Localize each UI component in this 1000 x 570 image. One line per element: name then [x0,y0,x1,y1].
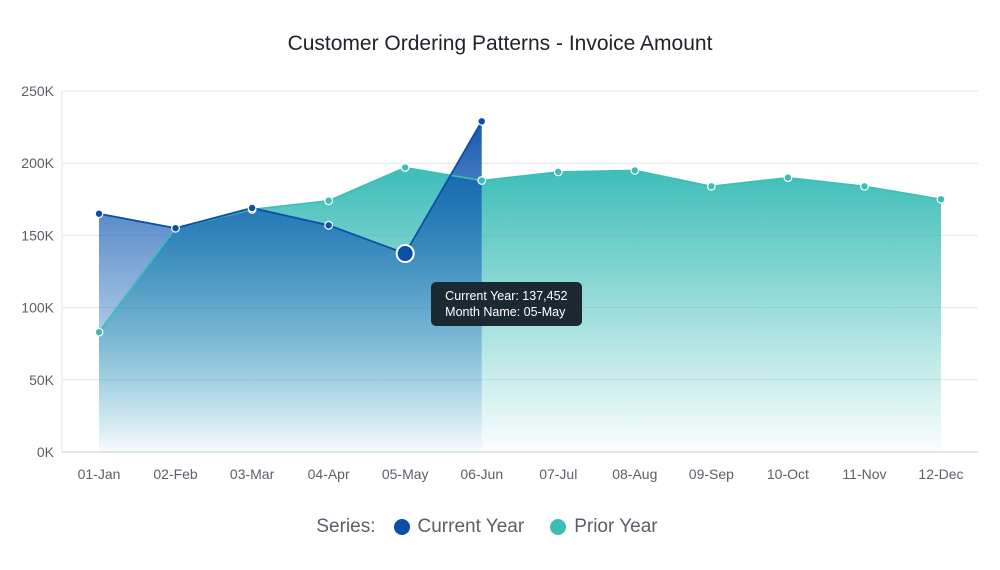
line-layer [98,120,942,333]
y-tick-label: 250K [21,83,54,99]
point-current-year[interactable] [477,116,487,126]
point-current-year[interactable] [94,209,104,219]
x-tick-label: 09-Sep [689,466,734,482]
line-prior-year [98,166,942,333]
x-tick-label: 07-Jul [539,466,577,482]
point-prior-year[interactable] [706,181,716,191]
legend-label-current-year: Current Year [417,516,525,537]
x-tick-label: 08-Aug [612,466,657,482]
point-current-year[interactable] [324,220,334,230]
x-tick-label: 12-Dec [918,466,963,482]
point-prior-year[interactable] [936,194,946,204]
point-layer [94,116,946,337]
point-prior-year[interactable] [553,167,563,177]
x-tick-label: 06-Jun [460,466,503,482]
point-current-year[interactable] [247,203,257,213]
y-tick-label: 0K [37,444,55,460]
point-prior-year[interactable] [477,176,487,185]
point-prior-year[interactable] [324,196,334,206]
tooltip: Current Year: 137,452 Month Name: 05-May [431,281,582,326]
x-tick-label: 04-Apr [308,466,350,482]
legend-swatch-prior-year [550,519,567,535]
point-prior-year[interactable] [94,327,104,337]
chart-title: Customer Ordering Patterns - Invoice Amo… [287,32,713,55]
legend-swatch-current-year [393,519,410,535]
x-tick-label: 01-Jan [78,466,121,482]
y-tick-label: 100K [21,300,54,316]
line-current-year [98,120,483,255]
x-axis-ticks: 01-Jan 02-Feb 03-Mar 04-Apr 05-May 06-Jun 07-J… [78,466,964,482]
area-current-year [99,121,482,452]
x-tick-label: 05-May [382,466,429,482]
y-tick-label: 200K [21,155,54,171]
legend-label-prior-year: Prior Year [574,516,658,537]
y-axis-ticks: 0K 50K 100K 150K 200K 250K [21,83,54,460]
x-tick-label: 02-Feb [153,466,198,482]
legend-item-current-year[interactable]: Current Year [393,516,525,538]
tooltip-line-2: Month Name: 05-May [445,304,566,319]
point-prior-year[interactable] [400,163,410,172]
x-tick-label: 03-Mar [230,466,275,482]
point-prior-year[interactable] [783,173,793,183]
point-prior-year[interactable] [860,181,869,191]
x-tick-label: 11-Nov [842,466,886,482]
point-current-year[interactable] [171,223,180,233]
legend-title: Series: [316,516,376,537]
legend-item-prior-year[interactable]: Prior Year [550,516,658,538]
tooltip-line-1: Current Year: 137,452 [445,288,568,303]
y-tick-label: 50K [29,372,55,388]
legend: Series: Current Year Prior Year [0,516,1000,538]
point-prior-year[interactable] [630,166,640,175]
point-current-year-highlighted[interactable] [395,244,415,264]
y-tick-label: 150K [21,227,54,243]
x-tick-label: 10-Oct [767,466,809,482]
